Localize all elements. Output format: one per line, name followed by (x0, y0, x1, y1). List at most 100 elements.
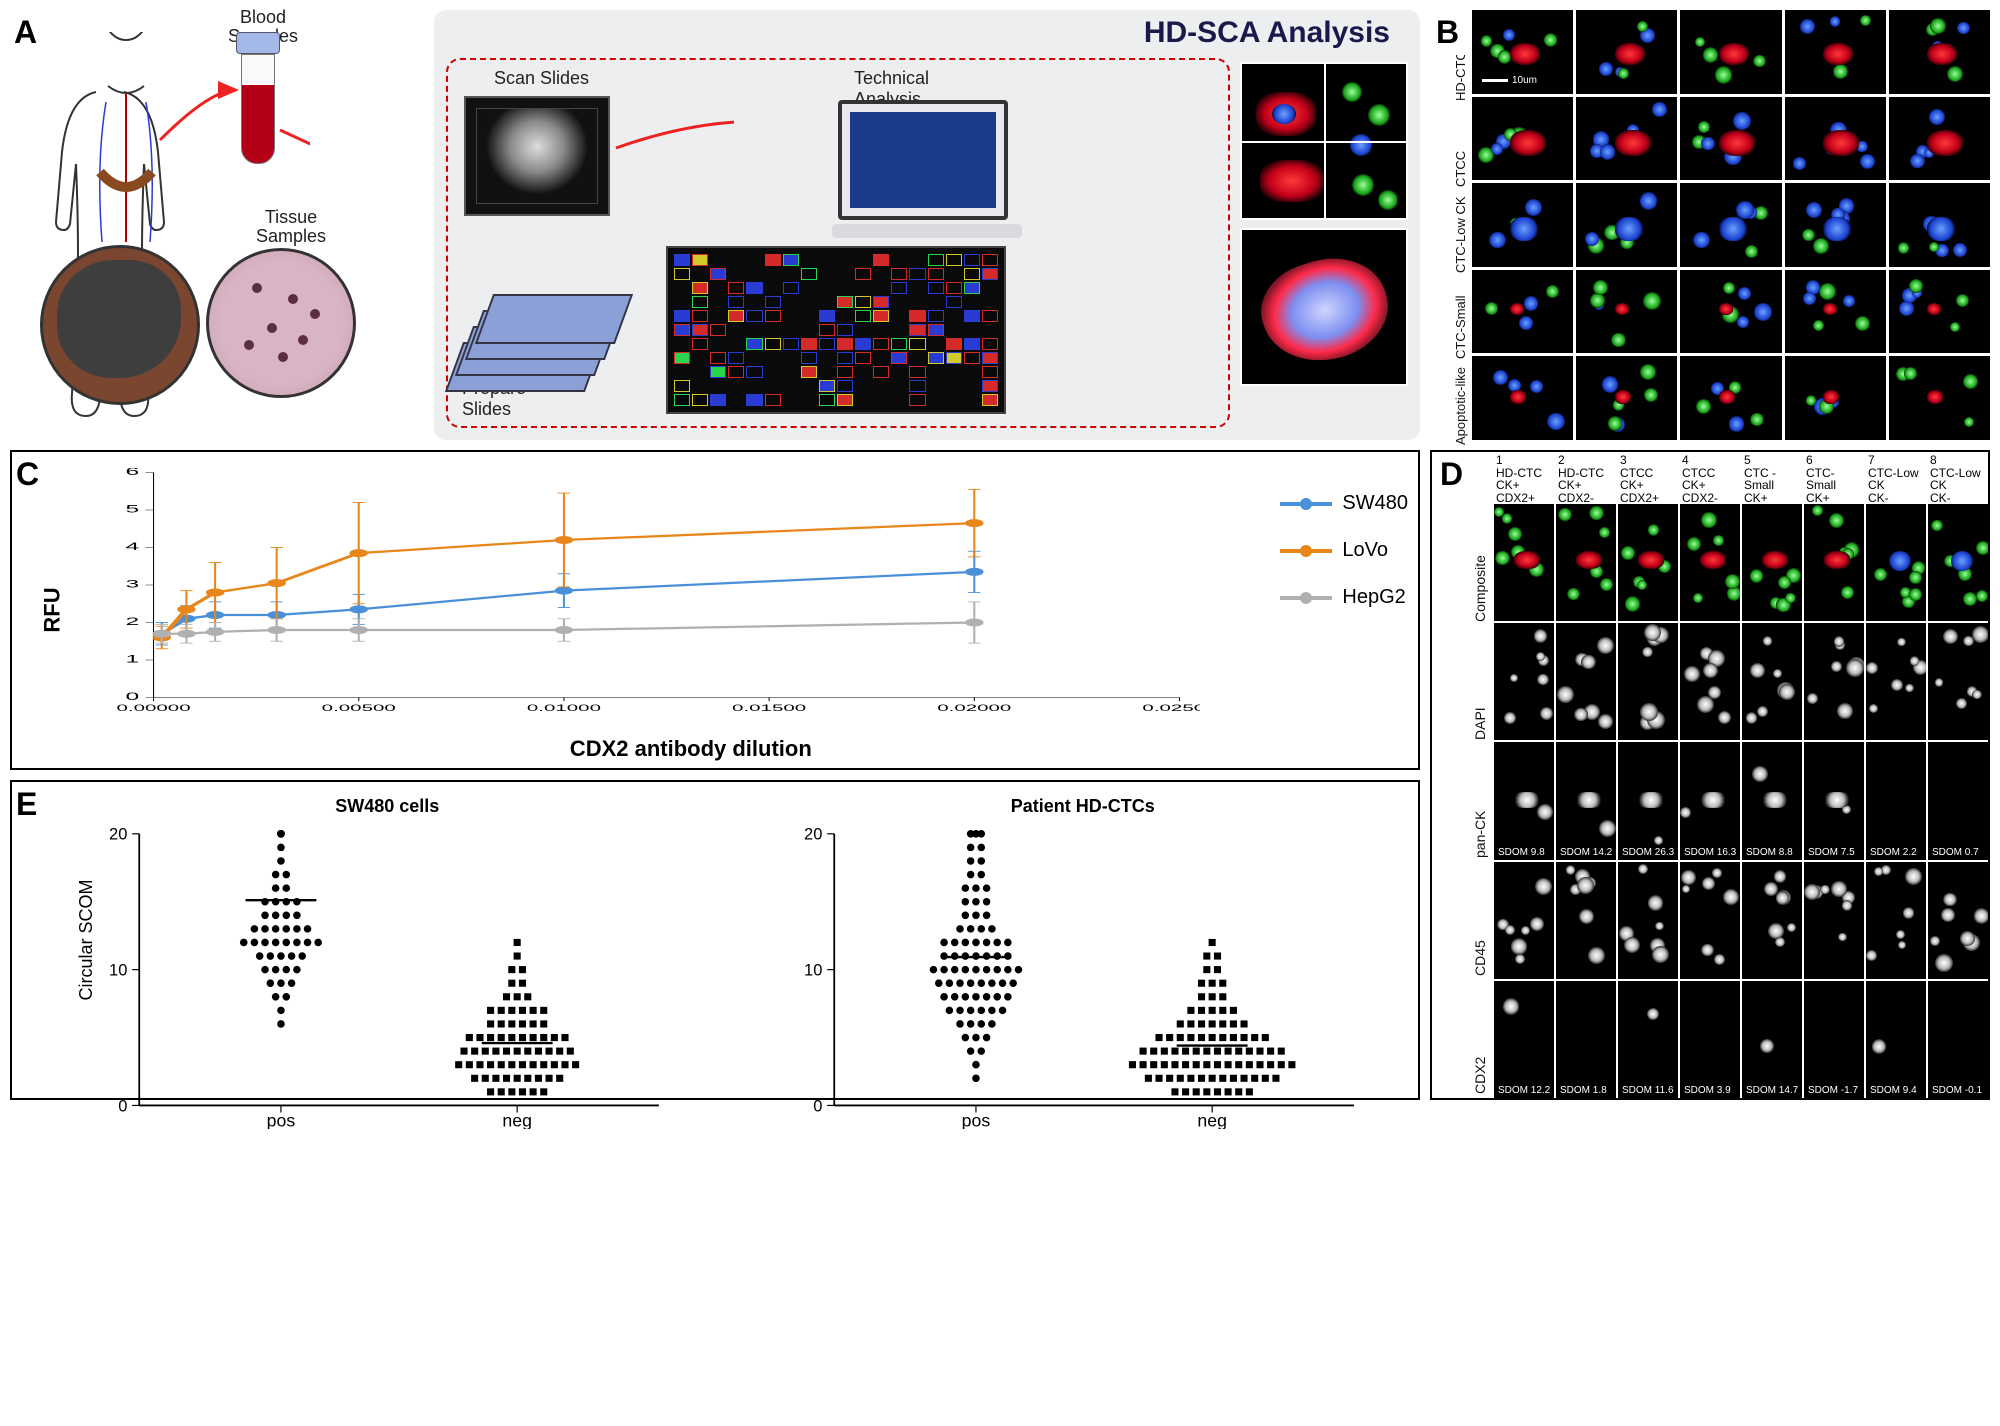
svg-text:0: 0 (125, 691, 139, 703)
panel-d-image (1866, 862, 1926, 979)
panel-d-image: SDOM 7.5 (1804, 742, 1864, 859)
panel-b-label: B (1434, 14, 1465, 55)
panel-c: C RFU CDX2 antibody dilution 01234560.00… (10, 450, 1420, 770)
panel-b-image (1785, 356, 1886, 440)
svg-text:0.02000: 0.02000 (937, 704, 1011, 714)
panel-b-image (1889, 97, 1990, 181)
panel-b-image (1680, 270, 1781, 354)
sdom-label: SDOM 0.7 (1932, 847, 1979, 858)
svg-text:2: 2 (125, 616, 139, 628)
svg-text:1: 1 (125, 654, 139, 666)
panel-a-label: A (14, 14, 37, 51)
panel-b-image (1576, 356, 1677, 440)
panel-d-image: SDOM 1.8 (1556, 981, 1616, 1098)
panel-d-rowlabel: CD45 (1472, 940, 1488, 976)
pe-right-title: Patient HD-CTCs (787, 796, 1378, 817)
panel-d-image (1680, 504, 1740, 621)
svg-text:10: 10 (805, 961, 823, 980)
panel-d-label: D (1436, 456, 1471, 497)
panel-d-image (1494, 862, 1554, 979)
panel-e: E Circular SCOM SW480 cells 01020posneg … (10, 780, 1420, 1100)
svg-text:0.01000: 0.01000 (527, 704, 601, 714)
panel-d-image: SDOM -1.7 (1804, 981, 1864, 1098)
tissue-micrograph (206, 248, 356, 398)
panel-d-image (1866, 504, 1926, 621)
panel-e-label: E (16, 786, 37, 823)
svg-text:4: 4 (125, 541, 139, 553)
panel-b-image (1785, 10, 1886, 94)
panel-b-rowlabel: HD-CTC (1453, 51, 1468, 101)
blood-tube-icon (236, 32, 280, 172)
sdom-label: SDOM 16.3 (1684, 847, 1736, 858)
sdom-label: SDOM 9.4 (1870, 1085, 1917, 1096)
panel-b-image (1680, 10, 1781, 94)
panel-b-image (1889, 183, 1990, 267)
panel-d-image: SDOM 8.8 (1742, 742, 1802, 859)
svg-text:0.00000: 0.00000 (117, 704, 191, 714)
panel-b-image (1472, 183, 1573, 267)
liver-illustration (40, 245, 200, 405)
panel-d-image (1928, 623, 1988, 740)
panel-d-col-header: 3CTCCCK+ CDX2+ (1618, 452, 1678, 502)
legend-item: LoVo (1280, 539, 1408, 562)
panel-d-image (1494, 623, 1554, 740)
heatmap-image (666, 246, 1006, 414)
panel-d-image (1928, 504, 1988, 621)
sdom-label: SDOM 7.5 (1808, 847, 1855, 858)
panel-d-image: SDOM 0.7 (1928, 742, 1988, 859)
panel-b-image (1889, 356, 1990, 440)
panel-d-image (1804, 623, 1864, 740)
panel-d-rowlabel: Composite (1472, 555, 1488, 622)
svg-text:10: 10 (109, 961, 127, 980)
svg-text:neg: neg (1198, 1111, 1228, 1129)
panel-b: B 10um HD-CTCCTCCCTC-Low CKCTC-SmallApop… (1430, 10, 1990, 440)
panel-d-col-header: 1HD-CTCCK+ CDX2+ (1494, 452, 1554, 502)
sdom-label: SDOM 8.8 (1746, 847, 1793, 858)
panel-b-rowlabel: CTCC (1453, 151, 1468, 187)
panel-d-image (1804, 862, 1864, 979)
panel-c-legend: SW480LoVoHepG2 (1280, 492, 1408, 633)
monitor-icon (838, 100, 1008, 220)
panel-d-image (1742, 504, 1802, 621)
panel-d-col-header: 7CTC-Low CKCK- CDX2+ (1866, 452, 1926, 502)
panel-c-label: C (16, 456, 39, 493)
panel-d-rowlabel: DAPI (1472, 707, 1488, 740)
panel-b-image: 10um (1472, 10, 1573, 94)
svg-text:pos: pos (962, 1111, 991, 1129)
panel-b-rowlabel: CTC-Low CK (1453, 196, 1468, 273)
panel-d-image (1680, 862, 1740, 979)
panel-d-image (1618, 623, 1678, 740)
panel-b-image (1785, 97, 1886, 181)
svg-text:0.01500: 0.01500 (732, 704, 806, 714)
panel-d-image: SDOM 14.7 (1742, 981, 1802, 1098)
svg-text:20: 20 (805, 825, 823, 844)
panel-d-image (1556, 623, 1616, 740)
panel-b-image (1785, 183, 1886, 267)
panel-d-image (1680, 623, 1740, 740)
panel-d-grid: 1HD-CTCCK+ CDX2+2HD-CTCCK+ CDX2-3CTCCCK+… (1494, 452, 1988, 1098)
panel-d-image (1742, 862, 1802, 979)
svg-text:neg: neg (502, 1111, 532, 1129)
svg-text:0: 0 (118, 1096, 127, 1115)
panel-d-image: SDOM 26.3 (1618, 742, 1678, 859)
panel-d-image: SDOM 14.2 (1556, 742, 1616, 859)
panel-d-col-header: 2HD-CTCCK+ CDX2- (1556, 452, 1616, 502)
svg-text:pos: pos (267, 1111, 296, 1129)
svg-text:0.00500: 0.00500 (322, 704, 396, 714)
panel-a-left: Blood Samples Tissue Samples (10, 10, 430, 440)
figure-root: A Blood Samples Tissue Samples (0, 0, 2000, 1110)
panel-d-rowlabel: pan-CK (1472, 811, 1488, 858)
sdom-label: SDOM 26.3 (1622, 847, 1674, 858)
panel-b-image (1576, 183, 1677, 267)
panel-d-col-header: 8CTC-Low CKCK- CDX2- (1928, 452, 1988, 502)
hdsca-title: HD-SCA Analysis (1144, 16, 1390, 50)
sdom-label: SDOM 2.2 (1870, 847, 1917, 858)
box-arrows (434, 10, 734, 160)
sdom-label: SDOM 1.8 (1560, 1085, 1607, 1096)
panel-d-image (1928, 862, 1988, 979)
panel-c-chart: 01234560.000000.005000.010000.015000.020… (92, 468, 1200, 720)
panel-b-image (1472, 356, 1573, 440)
cell-image-top (1240, 62, 1408, 220)
legend-item: SW480 (1280, 492, 1408, 515)
panel-d-image (1866, 623, 1926, 740)
